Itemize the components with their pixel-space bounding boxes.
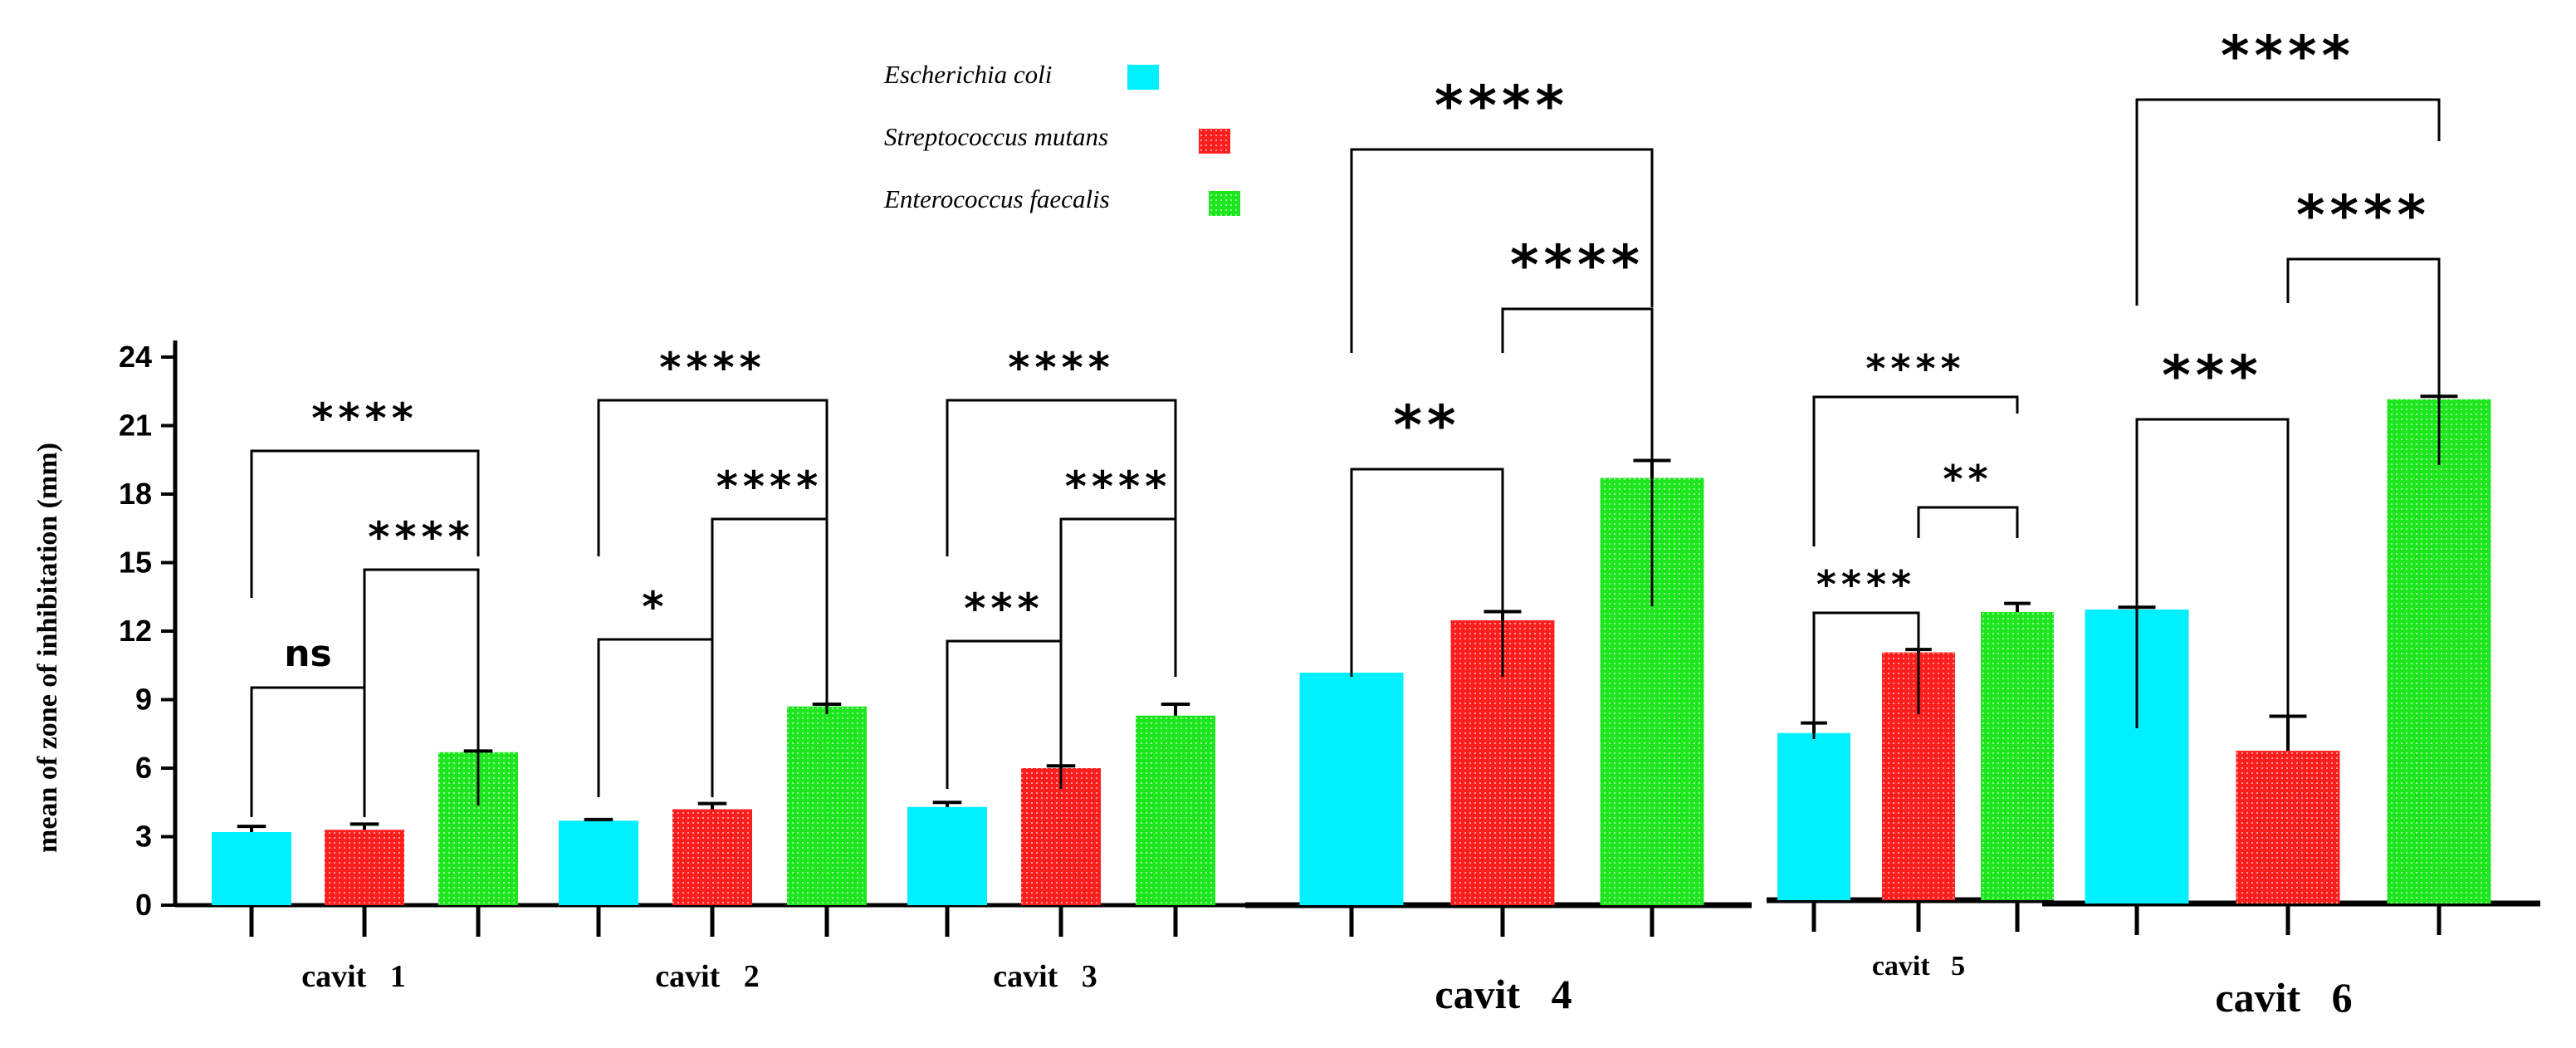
- y-tick-label: 0: [135, 888, 152, 922]
- y-tick-label: 24: [119, 340, 152, 374]
- significance-bracket: [946, 639, 1063, 789]
- significance-bracket: [1059, 517, 1177, 685]
- x-category-label: cavit 2: [655, 959, 760, 994]
- x-axis: [175, 897, 2540, 937]
- significance-label: ****: [368, 513, 475, 561]
- significance-label: ****: [716, 463, 824, 511]
- bar: [1777, 732, 1850, 900]
- significance-label: ns: [284, 633, 332, 675]
- significance-label: ***: [964, 585, 1044, 633]
- x-category-label: cavit 3: [993, 959, 1097, 994]
- bar: [1299, 673, 1404, 905]
- bar: [1136, 715, 1215, 905]
- significance-label: ****: [1816, 562, 1916, 607]
- bar: [559, 820, 638, 905]
- y-tick-label: 18: [119, 477, 152, 511]
- legend-swatch-e-coli: [1127, 65, 1159, 90]
- significance-bracket: [1812, 611, 1920, 739]
- y-tick-label: 15: [119, 546, 152, 580]
- significance-label: **: [1943, 457, 1992, 502]
- significance-label: ****: [1435, 74, 1569, 138]
- significance-bracket: [1917, 506, 2019, 538]
- significance-label: ****: [2221, 24, 2355, 88]
- significance-bracket: [597, 399, 829, 556]
- significance-brackets: ns**************************************…: [250, 24, 2441, 817]
- y-tick-label: 6: [135, 751, 152, 785]
- significance-bracket: [2135, 418, 2290, 731]
- bar: [2387, 399, 2491, 904]
- legend-text-e-faecalis: Enterococcus faecalis: [883, 184, 1110, 213]
- bars: [212, 394, 2491, 905]
- significance-bracket: [597, 638, 714, 797]
- x-category-label: cavit 1: [301, 959, 406, 994]
- y-tick-label: 9: [135, 683, 152, 717]
- significance-label: *: [642, 583, 668, 631]
- y-axis-label: mean of zone of inhibitation (mm): [32, 443, 63, 853]
- significance-label: ****: [1065, 463, 1172, 511]
- significance-bracket: [250, 686, 366, 817]
- bar: [787, 706, 867, 905]
- significance-label: **: [1393, 394, 1460, 458]
- group-labels: cavit 1 cavit 2 cavit 3 cavit 4 cavit 5 cavit…: [301, 951, 2352, 1021]
- significance-bracket: [1501, 307, 1654, 606]
- significance-label: ****: [311, 394, 418, 443]
- y-axis: 0 3 6 9 12 15 18 21 24: [119, 340, 178, 922]
- y-tick-label: 3: [135, 820, 152, 854]
- significance-bracket: [1350, 468, 1504, 677]
- significance-bracket: [1350, 148, 1654, 353]
- bar: [1021, 768, 1101, 905]
- significance-label: ****: [1510, 233, 1645, 297]
- legend-swatch-e-faecalis: [1209, 191, 1240, 216]
- y-tick-label: 21: [119, 409, 152, 443]
- bar: [212, 832, 291, 905]
- legend-swatch-s-mutans: [1199, 129, 1230, 154]
- legend-text-e-coli: Escherichia coli: [883, 60, 1052, 89]
- bar: [672, 809, 752, 905]
- legend-text-s-mutans: Streptococcus mutans: [884, 122, 1108, 151]
- significance-label: ****: [1008, 344, 1115, 392]
- significance-label: ****: [659, 344, 766, 392]
- bar: [2236, 751, 2340, 904]
- significance-bracket: [1812, 395, 2019, 546]
- bar: [1981, 612, 2054, 900]
- x-category-label: cavit 4: [1435, 971, 1572, 1017]
- x-category-label: cavit 5: [1872, 951, 1965, 982]
- significance-label: ****: [1865, 346, 1965, 391]
- significance-bracket: [2286, 257, 2441, 465]
- legend: Escherichia coli Streptococcus mutans En…: [883, 60, 1240, 216]
- bar: [325, 830, 404, 905]
- significance-bracket: [363, 568, 480, 817]
- bar: [907, 806, 987, 905]
- x-category-label: cavit 6: [2215, 974, 2352, 1021]
- significance-bracket: [250, 449, 480, 598]
- significance-bracket: [711, 517, 829, 714]
- significance-label: ***: [2162, 344, 2263, 408]
- y-tick-label: 12: [119, 614, 152, 648]
- significance-bracket: [2135, 98, 2441, 306]
- significance-bracket: [946, 399, 1177, 556]
- significance-label: ****: [2296, 184, 2431, 247]
